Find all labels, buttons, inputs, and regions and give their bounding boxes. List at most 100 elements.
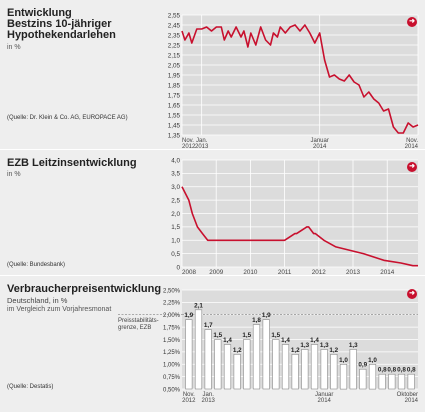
bar-value-label: 0,8: [397, 367, 406, 374]
x-tick-label: 2013: [202, 398, 216, 404]
x-tick-label: 2014: [405, 144, 419, 149]
y-tick-label: 1,5: [171, 224, 180, 231]
bar: [262, 319, 270, 390]
mortgage-unit: in %: [7, 44, 21, 51]
x-tick-label: 2014: [405, 398, 419, 404]
y-tick-label: 1,35: [168, 132, 181, 139]
cpi-source: (Quelle: Destatis): [7, 384, 54, 390]
x-tick-label: 2014: [313, 144, 327, 149]
bar: [320, 349, 328, 390]
arrow-right-circle-icon[interactable]: ➜: [407, 162, 417, 172]
y-tick-label: 3,5: [171, 171, 180, 178]
mortgage-title-line-2: Bestzins 10-jähriger: [7, 18, 112, 30]
y-tick-label: 2,50%: [163, 288, 181, 294]
y-tick-label: 0,50%: [163, 387, 181, 393]
y-tick-label: 1,25%: [163, 350, 181, 356]
bar: [194, 309, 203, 390]
mortgage-title-line-1: Entwicklung: [7, 7, 72, 19]
x-tick-label: 2013: [346, 269, 361, 275]
bar: [233, 354, 241, 390]
bar: [281, 344, 290, 390]
cpi-title: Verbraucherpreisentwicklung: [7, 284, 172, 295]
y-tick-label: 2,00%: [163, 313, 181, 319]
ecb-unit: in %: [7, 171, 21, 178]
y-tick-label: 2,25: [168, 42, 181, 49]
bar: [223, 344, 232, 390]
ecb-source: (Quelle: Bundesbank): [7, 262, 66, 268]
bar-value-label: 1,0: [339, 357, 348, 364]
bar: [330, 354, 338, 390]
y-tick-label: 0,75%: [163, 375, 181, 381]
bar-value-label: 1,5: [242, 332, 251, 339]
ecb-rate-title: EZB Leitzinsentwicklung: [7, 158, 162, 169]
y-tick-label: 2,55: [168, 12, 181, 19]
y-tick-label: 2,35: [168, 32, 181, 39]
y-tick-label: 2,05: [168, 62, 181, 69]
x-tick-label: Januar: [315, 392, 333, 398]
bar-value-label: 1,5: [271, 332, 280, 339]
bar: [407, 373, 415, 390]
bar: [272, 339, 280, 390]
bar: [301, 349, 309, 390]
x-tick-label: Januar: [310, 138, 328, 144]
bar: [397, 373, 406, 390]
mortgage-source: (Quelle: Dr. Klein & Co. AG, EUROPACE AG…: [7, 115, 128, 121]
bar: [243, 339, 251, 390]
y-tick-label: 1,00%: [163, 363, 181, 369]
mortgage-rate-title: Entwicklung Bestzins 10-jähriger Hypothe…: [7, 8, 162, 41]
x-tick-label: 2012: [312, 269, 327, 275]
y-tick-label: 3,0: [171, 184, 180, 191]
bar-value-label: 0,8: [407, 367, 416, 374]
y-tick-label: 1,50%: [163, 338, 181, 344]
x-tick-label: 2014: [318, 398, 332, 404]
arrow-right-circle-icon[interactable]: ➜: [407, 17, 417, 27]
bar: [388, 373, 396, 390]
y-tick-label: 1,95: [168, 72, 181, 79]
bar-value-label: 1,2: [329, 347, 338, 354]
x-tick-label: 2008: [182, 269, 197, 275]
bar-value-label: 1,9: [262, 312, 271, 319]
bar-value-label: 1,3: [320, 342, 329, 349]
cpi-panel: Verbraucherpreisentwicklung Deutschland,…: [0, 276, 425, 412]
x-tick-label: 2014: [380, 269, 395, 275]
annotation-label: Preisstabilitäts-: [118, 318, 159, 324]
bar-value-label: 0,8: [387, 367, 396, 374]
bar: [204, 329, 212, 390]
x-tick-label: 2012: [182, 398, 196, 404]
bar: [368, 364, 377, 390]
y-tick-label: 2,45: [168, 22, 181, 29]
x-tick-label: Jan.: [196, 138, 208, 144]
y-tick-label: 2,5: [171, 197, 180, 204]
mortgage-rate-panel: Entwicklung Bestzins 10-jähriger Hypothe…: [0, 0, 425, 149]
ecb-rate-line: [181, 186, 418, 267]
y-tick-label: 2,25%: [163, 301, 181, 307]
arrow-right-circle-icon[interactable]: ➜: [407, 289, 417, 299]
bar-value-label: 1,5: [213, 332, 222, 339]
cpi-chart: 2,50% 2,25% 2,00% 1,75% 1,50% 1,25% 1,00% 0,75%…: [118, 288, 419, 404]
bar: [291, 354, 299, 390]
ecb-rate-panel: EZB Leitzinsentwicklung in % (Quelle: Bu…: [0, 150, 425, 275]
bar: [252, 324, 261, 390]
bar: [185, 319, 193, 390]
y-tick-label: 1,0: [171, 238, 180, 245]
y-tick-label: 2,15: [168, 52, 181, 59]
x-tick-label: Oktober: [397, 392, 418, 398]
y-tick-label: 0: [176, 264, 180, 271]
bar-value-label: 1,4: [281, 337, 290, 344]
bar-value-label: 1,8: [252, 317, 261, 324]
x-tick-label: 2010: [243, 269, 258, 275]
bar-value-label: 0,8: [378, 367, 387, 374]
y-tick-label: 1,65: [168, 102, 181, 109]
bar-value-label: 1,7: [204, 322, 213, 329]
x-tick-label: 2011: [278, 269, 292, 275]
mortgage-rate-chart: 2,55 2,45 2,35 2,25 2,15 2,05 1,95 1,85 1,75 1,65…: [168, 12, 419, 149]
bar: [214, 339, 222, 390]
ecb-title-line-1: EZB Leitzinsentwicklung: [7, 157, 137, 169]
bar: [339, 364, 348, 390]
bar-value-label: 1,2: [291, 347, 300, 354]
y-tick-label: 1,75: [168, 92, 181, 99]
bar: [349, 349, 357, 390]
y-tick-label: 4,0: [171, 157, 180, 164]
mortgage-rate-line: [181, 24, 419, 134]
